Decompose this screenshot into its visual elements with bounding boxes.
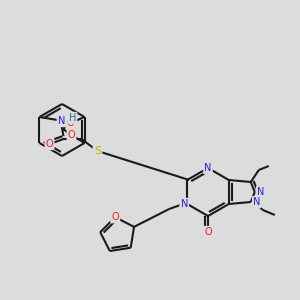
Text: N: N [204, 163, 212, 173]
Text: H: H [69, 113, 76, 123]
Text: O: O [204, 227, 212, 237]
Text: S: S [94, 146, 101, 156]
Text: N: N [257, 187, 265, 197]
Text: O: O [68, 130, 75, 140]
Text: N: N [181, 199, 188, 209]
Text: N: N [58, 116, 65, 126]
Text: O: O [67, 118, 74, 128]
Text: O: O [46, 139, 53, 149]
Text: O: O [111, 212, 119, 222]
Text: N: N [253, 197, 260, 207]
